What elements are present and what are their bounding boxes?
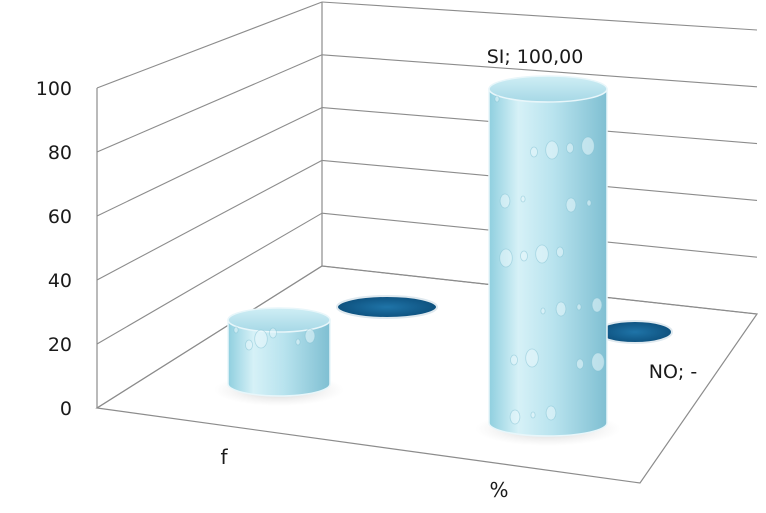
chart-text: 0 20 40 60 80 100 f% SI; 100,00 NO; - (36, 46, 698, 502)
x-category-label: % (489, 478, 508, 502)
bar-texture-drop (556, 246, 564, 258)
side-wall-gridline (96, 107, 323, 217)
bar-texture-drop (586, 199, 592, 207)
side-wall-gridline (96, 159, 323, 281)
bar-0-series-0-top (227, 307, 331, 333)
side-wall-gridline (96, 265, 323, 409)
bar-1-series-0-top (488, 75, 608, 103)
bar-texture-drop (494, 95, 500, 103)
bar-texture-drop (245, 339, 253, 351)
bar-texture-drop (509, 409, 521, 425)
data-label: NO; - (649, 361, 697, 383)
bar-texture-drop (581, 136, 595, 156)
bar-texture-drop (499, 193, 511, 209)
bar-texture-drop (254, 329, 268, 349)
bar-texture-drop (304, 328, 316, 344)
bar-texture-drop (269, 327, 277, 339)
bar-texture-drop (591, 352, 605, 372)
bar-texture-drop (540, 307, 546, 315)
side-wall-gridline (96, 54, 323, 153)
bar-texture-drop (530, 411, 536, 419)
y-tick-label: 20 (48, 334, 72, 356)
bar-0-series-0 (227, 319, 331, 397)
y-tick-label: 0 (60, 398, 72, 420)
bar-texture-drop (576, 303, 582, 311)
bar-texture-drop (520, 195, 526, 203)
bar-texture-drop (565, 197, 577, 213)
bar-texture-drop (520, 250, 528, 262)
bar-texture-drop (510, 354, 518, 366)
bar-texture-drop (555, 301, 567, 317)
bar-0-series-1 (336, 295, 438, 319)
chart-walls (95, 1, 759, 484)
back-wall-gridline (321, 1, 758, 31)
back-wall-gridline (321, 54, 758, 88)
bar-1-series-0 (488, 88, 608, 437)
data-label: SI; 100,00 (487, 46, 584, 68)
side-wall-gridline (96, 212, 323, 345)
bar-texture-drop (499, 248, 513, 268)
bar-texture-drop (525, 348, 539, 368)
x-category-label: f (220, 445, 228, 469)
bar-texture-drop (233, 326, 239, 334)
bar-texture-drop (591, 297, 603, 313)
bar-texture-drop (566, 142, 574, 154)
y-tick-label: 80 (48, 142, 72, 164)
y-tick-label: 60 (48, 206, 72, 228)
side-wall-gridline (96, 1, 323, 89)
bar-texture-drop (576, 358, 584, 370)
bar-texture-drop (535, 244, 549, 264)
bar-texture-drop (295, 338, 301, 346)
y-tick-label: 40 (48, 270, 72, 292)
bar-texture-drop (545, 405, 557, 421)
bar-1-series-1 (597, 320, 673, 344)
chart-marks (214, 75, 673, 446)
y-tick-label: 100 (36, 78, 72, 100)
bar-texture-drop (545, 140, 559, 160)
bar-texture-drop (530, 146, 538, 158)
